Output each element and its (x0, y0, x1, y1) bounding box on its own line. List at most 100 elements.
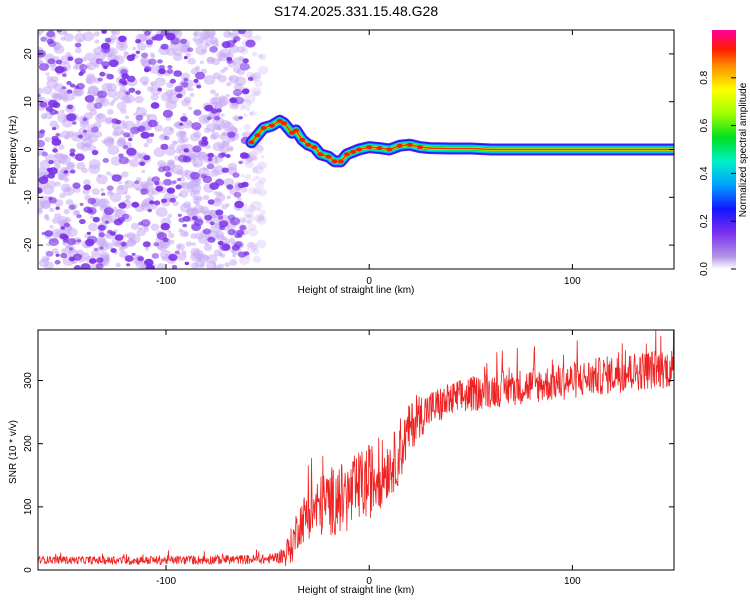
noise-blob (149, 200, 155, 205)
noise-blob (150, 102, 160, 109)
noise-blob-light (47, 180, 57, 189)
noise-blob-light (119, 247, 125, 252)
noise-blob-light (88, 159, 101, 170)
noise-blob (217, 215, 224, 220)
noise-blob (95, 58, 104, 65)
noise-blob (137, 256, 145, 262)
colorbar-tick-label: 0.8 (699, 70, 710, 84)
noise-blob-light (53, 146, 57, 150)
noise-blob (45, 250, 54, 257)
noise-blob-light (150, 54, 156, 59)
noise-blob (78, 134, 83, 139)
noise-blob-light (232, 115, 240, 121)
noise-blob-light (167, 214, 173, 219)
noise-blob-light (222, 141, 230, 147)
noise-blob (120, 68, 128, 75)
noise-blob (41, 151, 48, 157)
noise-blob-light (247, 241, 255, 248)
noise-blob (48, 99, 58, 108)
noise-blob (66, 89, 73, 94)
noise-blob-light (256, 239, 267, 249)
noise-blob-light (206, 254, 218, 264)
noise-blob (144, 30, 151, 36)
noise-blob-light (38, 87, 44, 95)
noise-blob-light (110, 192, 122, 203)
noise-blob-light (94, 39, 100, 44)
y-tick-label: 200 (23, 435, 34, 452)
noise-blob (39, 129, 46, 134)
noise-blob (160, 43, 169, 50)
noise-blob-light (257, 188, 267, 197)
noise-blob (242, 58, 249, 64)
noise-blob-light (205, 30, 216, 38)
noise-blob (215, 209, 224, 216)
noise-blob (46, 30, 56, 38)
noise-blob (82, 117, 88, 122)
noise-blob-light (246, 214, 252, 219)
noise-blob-light (49, 207, 55, 213)
noise-blob-light (219, 133, 228, 140)
noise-blob (138, 221, 143, 226)
noise-blob-light (203, 36, 208, 41)
noise-blob-light (96, 113, 104, 120)
y-tick-label: -10 (23, 190, 34, 205)
noise-blob (83, 129, 87, 133)
noise-blob (79, 218, 86, 225)
noise-blob-light (51, 217, 60, 224)
noise-blob (84, 95, 95, 103)
noise-blob-light (169, 127, 174, 131)
noise-blob-light (249, 111, 254, 116)
noise-blob (169, 197, 176, 203)
noise-blob (97, 224, 106, 231)
noise-blob (114, 234, 124, 241)
noise-blob-light (205, 220, 210, 224)
noise-blob-light (188, 106, 193, 110)
noise-blob (123, 132, 130, 138)
noise-blob (135, 90, 142, 95)
noise-blob-light (247, 204, 257, 212)
noise-blob-light (248, 228, 259, 237)
noise-blob (74, 153, 85, 161)
noise-blob (73, 253, 82, 261)
noise-blob-light (38, 32, 42, 37)
noise-blob-light (182, 113, 187, 117)
noise-blob-light (143, 143, 149, 148)
x-tick-label: 0 (366, 576, 372, 587)
noise-blob (143, 155, 151, 161)
noise-blob-light (203, 243, 213, 251)
noise-blob (153, 242, 160, 247)
ridge-peak (376, 146, 383, 151)
noise-blob-light (249, 110, 256, 117)
noise-blob (74, 42, 82, 48)
noise-blob-light (105, 242, 114, 250)
noise-blob (95, 263, 104, 269)
noise-blob (67, 56, 74, 61)
noise-blob-light (125, 233, 131, 238)
noise-blob-light (38, 147, 46, 153)
noise-blob-light (212, 262, 217, 266)
noise-blob (167, 65, 173, 69)
noise-blob (182, 156, 192, 163)
noise-blob-light (242, 188, 249, 193)
noise-blob (149, 132, 155, 137)
noise-blob-light (123, 94, 135, 104)
noise-blob (118, 153, 124, 158)
noise-blob-light (239, 218, 246, 224)
noise-blob-light (243, 124, 252, 131)
noise-blob (239, 62, 250, 71)
noise-blob-light (214, 160, 219, 165)
noise-blob-light (66, 227, 78, 237)
noise-blob-light (175, 148, 182, 154)
noise-blob-light (194, 38, 204, 47)
spectrogram-noise (38, 30, 269, 269)
noise-blob (238, 116, 243, 120)
noise-blob-light (173, 141, 178, 145)
noise-blob-light (244, 174, 252, 180)
y-tick-label: 10 (23, 96, 34, 108)
noise-blob-light (154, 124, 163, 132)
noise-blob-light (241, 45, 248, 51)
noise-blob-light (189, 133, 200, 142)
noise-blob (158, 68, 166, 75)
noise-blob-light (125, 194, 131, 200)
colorbar-label: Normalized spectral amplitude (738, 82, 749, 217)
